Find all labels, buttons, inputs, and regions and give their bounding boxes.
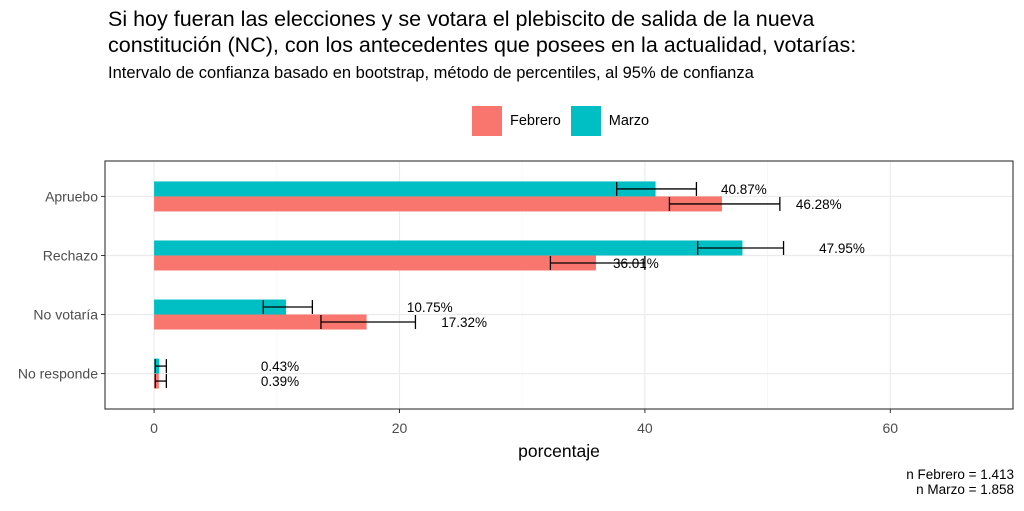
x-tick-label-0: 0 [150,420,158,436]
data-label-febrero-0: 46.28% [796,197,842,212]
data-label-marzo-0: 40.87% [721,182,767,197]
legend: Febrero Marzo [472,106,659,136]
x-tick-label-3: 60 [883,420,899,436]
data-label-febrero-2: 17.32% [441,315,487,330]
data-label-marzo-2: 10.75% [407,300,453,315]
legend-label-marzo: Marzo [608,113,650,129]
data-label-febrero-3: 0.39% [261,374,299,389]
legend-item-marzo: Marzo [570,106,650,136]
chart-subtitle: Intervalo de confianza basado en bootstr… [108,64,754,82]
chart-title-line-2: constitución (NC), con los antecedentes … [108,33,857,57]
y-tick-label-1: Rechazo [43,247,98,263]
y-tick-label-0: Apruebo [45,188,98,204]
plot-panel-border [104,160,1014,410]
x-tick-label-1: 20 [392,420,408,436]
chart-title-line-1: Si hoy fueran las elecciones y se votara… [108,7,815,31]
legend-label-febrero: Febrero [510,113,561,129]
bar-marzo-2 [154,299,286,315]
legend-swatch-febrero [472,106,502,136]
x-axis-title: porcentaje [518,441,600,461]
bar-marzo-1 [154,240,743,256]
data-label-marzo-3: 0.43% [261,359,299,374]
caption-line-1: n Febrero = 1.413 [906,467,1014,482]
bar-marzo-0 [154,181,656,197]
y-tick-label-3: No responde [18,366,98,382]
caption: n Febrero = 1.413 n Marzo = 1.858 [906,467,1014,497]
data-label-febrero-1: 36.01% [613,256,659,271]
bar-febrero-2 [154,314,367,330]
caption-line-2: n Marzo = 1.858 [916,482,1014,497]
x-tick-label-2: 40 [637,420,653,436]
chart-title: Si hoy fueran las elecciones y se votara… [108,6,856,58]
bar-febrero-0 [154,196,722,212]
bar-febrero-1 [154,255,596,271]
legend-swatch-marzo [570,106,601,136]
y-tick-label-2: No votaría [33,307,98,323]
data-label-marzo-1: 47.95% [819,241,865,256]
legend-item-febrero: Febrero [472,106,561,136]
